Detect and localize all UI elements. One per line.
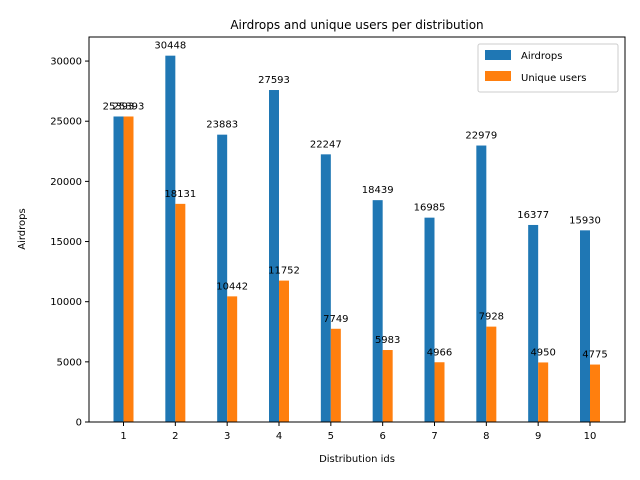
data-label-unique-users-8: 7928 [479, 312, 504, 323]
bar-unique-users-7 [434, 362, 445, 422]
x-tick-label: 1 [120, 431, 126, 442]
data-label-airdrops-3: 23883 [206, 120, 238, 131]
data-label-airdrops-4: 27593 [258, 75, 290, 86]
y-tick-label: 0 [76, 418, 82, 429]
bar-unique-users-5 [330, 328, 341, 422]
legend-label-airdrops: Airdrops [521, 51, 562, 62]
chart-title: Airdrops and unique users per distributi… [230, 18, 483, 32]
data-label-airdrops-6: 18439 [362, 185, 394, 196]
y-tick-label: 20000 [50, 177, 82, 188]
legend-swatch-unique-users [485, 71, 511, 81]
bars-layer [113, 55, 600, 423]
y-tick-label: 5000 [57, 357, 82, 368]
bar-airdrops-8 [476, 145, 487, 422]
data-label-unique-users-10: 4775 [582, 350, 607, 361]
data-label-unique-users-9: 4950 [530, 347, 555, 358]
plot-frame [88, 36, 626, 423]
x-tick-label: 4 [276, 431, 282, 442]
x-axis: 1 2 3 4 5 6 7 8 9 10 [120, 422, 596, 442]
x-tick-label: 5 [328, 431, 334, 442]
data-labels-layer: 25393 30448 23883 27593 22247 18439 16985 22979… [103, 41, 608, 361]
bar-unique-users-8 [486, 326, 497, 422]
x-tick-label: 3 [224, 431, 230, 442]
bar-airdrops-5 [320, 154, 331, 422]
bar-airdrops-9 [528, 224, 539, 422]
y-tick-label: 10000 [50, 297, 82, 308]
bar-unique-users-9 [538, 362, 549, 422]
bar-airdrops-6 [372, 200, 383, 422]
data-label-airdrops-5: 22247 [310, 139, 342, 150]
data-label-unique-users-2: 18131 [164, 189, 196, 200]
data-label-unique-users-4: 11752 [268, 266, 300, 277]
legend: Airdrops Unique users [477, 43, 619, 93]
bar-airdrops-10 [580, 230, 590, 422]
legend-box [477, 43, 619, 93]
x-tick-label: 9 [535, 431, 541, 442]
data-label-airdrops-9: 16377 [517, 210, 549, 221]
x-tick-label: 7 [431, 431, 437, 442]
bar-unique-users-3 [227, 296, 238, 422]
x-tick-label: 2 [172, 431, 178, 442]
data-label-unique-users-1: 25393 [113, 101, 145, 112]
y-tick-label: 25000 [50, 117, 82, 128]
data-label-unique-users-5: 7749 [323, 314, 348, 325]
x-tick-label: 10 [584, 431, 597, 442]
data-label-airdrops-2: 30448 [154, 41, 186, 52]
x-axis-label: Distribution ids [319, 454, 395, 465]
legend-swatch-airdrops [485, 50, 511, 60]
y-axis-label: Airdrops [17, 208, 28, 249]
y-tick-label: 15000 [50, 237, 82, 248]
bar-unique-users-1 [123, 116, 134, 423]
y-axis: 0 5000 10000 15000 20000 25000 30000 [50, 57, 89, 429]
data-label-airdrops-7: 16985 [414, 203, 446, 214]
bar-unique-users-2 [175, 203, 186, 422]
data-label-unique-users-7: 4966 [427, 347, 452, 358]
legend-label-unique-users: Unique users [521, 73, 586, 84]
data-label-airdrops-8: 22979 [465, 131, 497, 142]
bar-airdrops-2 [165, 55, 176, 423]
bar-airdrops-3 [217, 134, 228, 422]
x-tick-label: 6 [379, 431, 385, 442]
bar-airdrops-7 [424, 217, 435, 422]
bar-airdrops-1 [113, 116, 124, 423]
bar-unique-users-4 [279, 280, 289, 422]
data-label-unique-users-3: 10442 [216, 281, 248, 292]
y-tick-label: 30000 [50, 57, 82, 68]
data-label-unique-users-6: 5983 [375, 335, 400, 346]
bar-unique-users-10 [590, 364, 600, 422]
bar-unique-users-6 [382, 350, 393, 422]
data-label-airdrops-10: 15930 [569, 215, 601, 226]
x-tick-label: 8 [483, 431, 489, 442]
data-label-airdrops-1: 25393 [103, 101, 135, 112]
bar-airdrops-4 [269, 90, 279, 423]
